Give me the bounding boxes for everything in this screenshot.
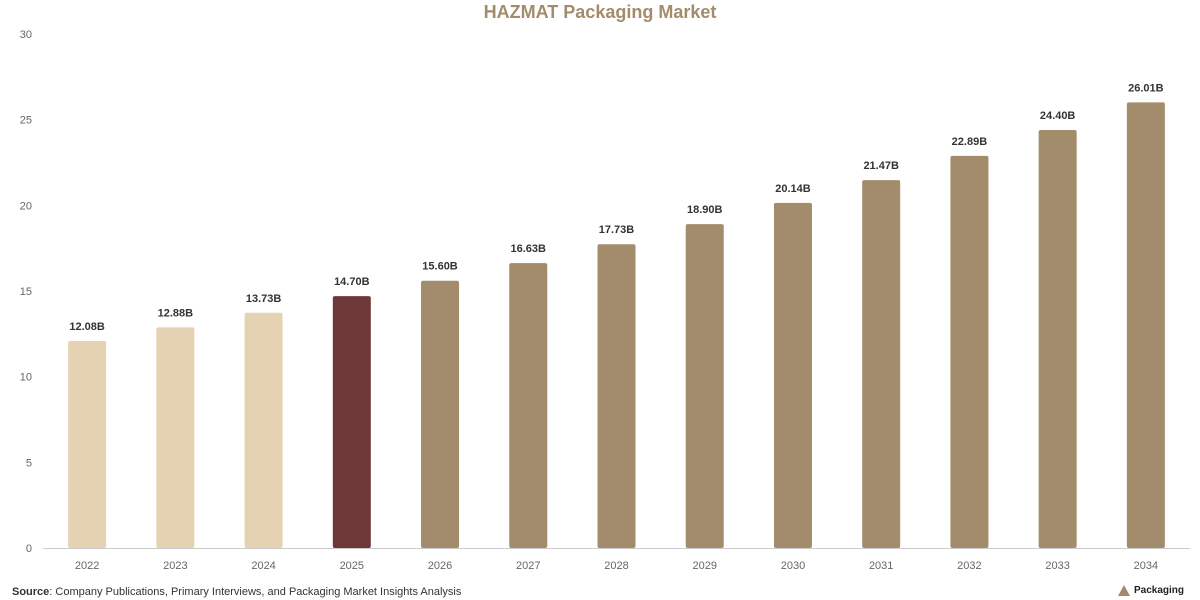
x-tick-label-2028: 2028 (604, 560, 628, 572)
x-tick-label-2024: 2024 (251, 560, 275, 572)
data-label-2026: 15.60B (422, 261, 458, 273)
y-tick-label: 20 (20, 200, 32, 212)
x-tick-label-2026: 2026 (428, 560, 452, 572)
data-labels-group: 12.08B 12.88B 13.73B 14.70B 15.60B 16.63B 17.7… (69, 82, 1163, 333)
bar-2025 (332, 296, 371, 548)
x-tick-label-2032: 2032 (957, 560, 981, 572)
data-label-2024: 13.73B (246, 293, 282, 305)
y-tick-label: 25 (20, 115, 32, 127)
bar-2024 (244, 312, 283, 548)
chart-title: HAZMAT Packaging Market (483, 2, 717, 22)
source-note: Source: Company Publications, Primary In… (12, 586, 461, 598)
data-label-2031: 21.47B (863, 160, 899, 172)
x-tick-label-2033: 2033 (1045, 560, 1069, 572)
x-tick-label-2034: 2034 (1134, 560, 1158, 572)
x-tick-label-2022: 2022 (75, 560, 99, 572)
x-tick-label-2025: 2025 (340, 560, 364, 572)
y-tick-label: 10 (20, 372, 32, 384)
data-label-2030: 20.14B (775, 183, 811, 195)
bar-2029 (685, 224, 724, 548)
y-tick-label: 30 (20, 29, 32, 41)
bar-2032 (950, 155, 989, 548)
data-label-2032: 22.89B (952, 136, 988, 148)
brand-logo: Packaging (1117, 585, 1184, 596)
x-tick-label-2031: 2031 (869, 560, 893, 572)
x-tick-label-2030: 2030 (781, 560, 805, 572)
bar-2023 (156, 327, 195, 548)
data-label-2028: 17.73B (599, 224, 635, 236)
data-label-2029: 18.90B (687, 204, 723, 216)
y-tick-label: 5 (26, 457, 32, 469)
source-text: : Company Publications, Primary Intervie… (49, 586, 462, 598)
bar-2027 (509, 263, 548, 548)
data-label-2023: 12.88B (158, 307, 194, 319)
y-axis: 0 5 10 15 20 25 30 (20, 29, 32, 555)
y-tick-label: 15 (20, 286, 32, 298)
bar-2022 (68, 341, 107, 548)
bar-2028 (597, 244, 636, 548)
bar-2026 (421, 280, 460, 548)
bar-2034 (1126, 102, 1165, 548)
bar-2030 (773, 202, 812, 548)
data-label-2022: 12.08B (69, 321, 105, 333)
x-tick-label-2023: 2023 (163, 560, 187, 572)
brand-name: Packaging (1133, 585, 1184, 596)
data-label-2027: 16.63B (511, 243, 547, 255)
data-label-2034: 26.01B (1128, 82, 1164, 94)
data-label-2033: 24.40B (1040, 110, 1076, 122)
x-tick-label-2027: 2027 (516, 560, 540, 572)
y-tick-label: 0 (26, 543, 32, 555)
x-tick-label-2029: 2029 (692, 560, 716, 572)
source-label: Source (12, 586, 50, 598)
data-label-2025: 14.70B (334, 276, 370, 288)
bar-2033 (1038, 129, 1077, 549)
bar-2031 (862, 180, 901, 548)
box-logo-icon (1117, 585, 1130, 596)
x-axis: 2022 2023 2024 2025 2026 2027 2028 2029 2030 2031… (75, 560, 1158, 572)
bars-group (68, 102, 1165, 549)
